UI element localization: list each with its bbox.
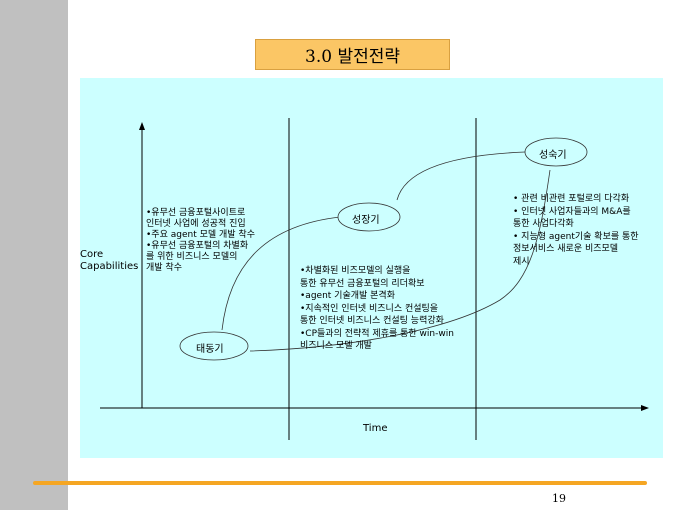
stage-ellipse-3 <box>524 137 588 167</box>
stage-label-1: 태동기 <box>196 344 224 355</box>
stage-ellipse-1 <box>179 331 249 361</box>
x-axis-arrow <box>641 405 649 411</box>
stage-label-3: 성숙기 <box>539 150 567 161</box>
stage-2-bullets: •차별화된 비즈모델의 실행을 통한 유무선 금융포털의 리더확보 •agent… <box>300 265 454 353</box>
bullet: 개발 착수 <box>146 263 182 273</box>
bullet: •주요 agent 모델 개발 착수 <box>146 230 255 240</box>
stage-label-2: 성장기 <box>352 215 380 226</box>
bullet: •agent 기술개발 본격화 <box>300 291 395 301</box>
bullet: •지속적인 인터넷 비즈니스 컨설팅을 <box>300 303 439 314</box>
bullet: •유무선 금융포털의 차별화 <box>146 241 249 251</box>
bullet: 를 위한 비즈니스 모델의 <box>146 252 238 262</box>
growth-curve-2 <box>249 169 551 352</box>
bullet: 통한 사업다각화 <box>513 219 574 229</box>
bullet: •차별화된 비즈모델의 실행을 <box>300 266 411 276</box>
stage-3-bullets: • 관련 비관련 포털로의 다각화 • 인터넷 사업자들과의 M&A를 통한 사… <box>513 193 639 268</box>
y-axis-label: Core Capabilities <box>80 249 138 273</box>
bullet: • 관련 비관련 포털로의 다각화 <box>513 194 630 204</box>
bullet: 제시 <box>513 256 530 267</box>
bullet: 인터넷 사업에 성공적 진입 <box>146 219 246 229</box>
x-axis-label: Time <box>363 423 388 434</box>
left-sidebar-strip <box>0 0 68 510</box>
y-axis-arrow <box>139 122 145 130</box>
bullet: 통한 유무선 금융포털의 리더확보 <box>300 278 425 289</box>
page-number: 19 <box>552 492 566 505</box>
page-title: 3.0 발전전략 <box>255 39 450 70</box>
bullet: 통한 인터넷 비즈니스 컨설팅 능력강화 <box>300 316 444 326</box>
growth-curve-1 <box>221 216 341 331</box>
y-axis-label-line: Capabilities <box>80 261 139 272</box>
bullet: 정보서비스 새로운 비즈모델 <box>513 244 619 254</box>
bullet: •유무선 금융포털사이트로 <box>146 208 246 218</box>
bullet: • 지능형 agent기술 확보를 통한 <box>513 231 639 242</box>
y-axis-label-line: Core <box>80 249 104 260</box>
stage-ellipse-2 <box>337 202 401 232</box>
bullet: • 인터넷 사업자들과의 M&A를 <box>513 206 631 217</box>
growth-curve-3 <box>396 151 526 201</box>
bullet: •CP들과의 전략적 제휴를 통한 win-win <box>300 328 454 339</box>
stage-1-bullets: •유무선 금융포털사이트로 인터넷 사업에 성공적 진입 •주요 agent 모… <box>146 208 255 274</box>
bullet: 비즈니스 모델 개발 <box>300 341 372 351</box>
